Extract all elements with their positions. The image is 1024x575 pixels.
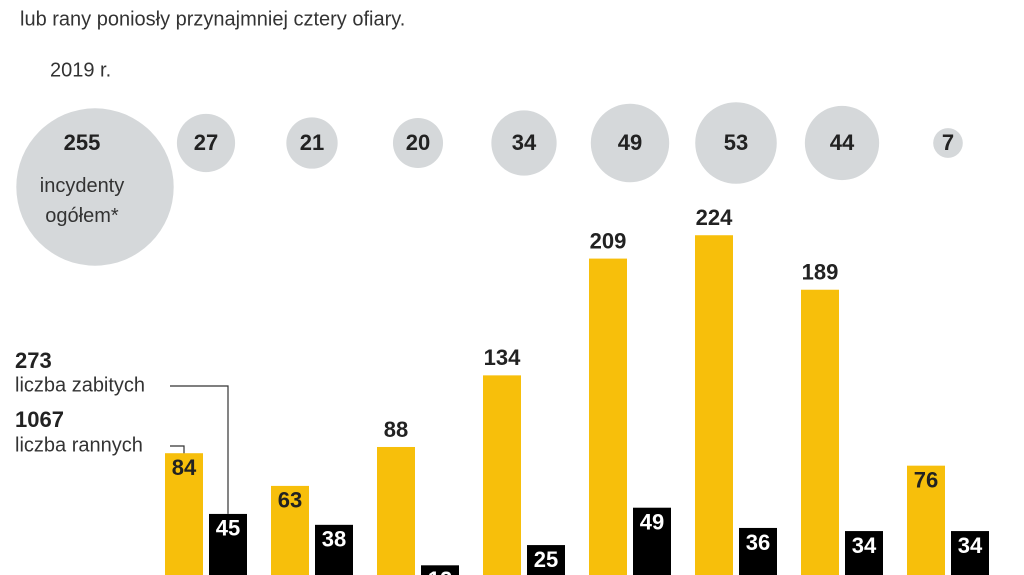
value-label: 45 (216, 516, 240, 541)
bar (739, 527, 777, 575)
value-label: 224 (696, 205, 733, 230)
incident-circle (392, 117, 444, 169)
value-label: 12 (428, 567, 452, 575)
value-label: 84 (172, 455, 197, 480)
legend-total: 1067 (15, 407, 64, 432)
total-circle (16, 108, 174, 266)
incident-value: 21 (300, 130, 324, 155)
bar (845, 531, 883, 575)
value-label: 38 (322, 527, 346, 552)
chart-title: lub rany poniosły przynajmniej cztery of… (20, 8, 405, 30)
bar (483, 375, 521, 575)
bar (907, 465, 945, 575)
value-label: 34 (958, 533, 983, 558)
value-label: 36 (746, 530, 770, 555)
value-label: 189 (802, 260, 839, 285)
incident-circle (804, 105, 880, 181)
bar (589, 258, 627, 575)
value-label: 63 (278, 488, 302, 513)
value-label: 134 (484, 345, 521, 370)
incident-circle (491, 110, 557, 176)
bar (951, 531, 989, 575)
incident-circle (286, 117, 338, 169)
value-label: 209 (590, 228, 627, 253)
value-label: 34 (852, 533, 877, 558)
legend-total: 273 (15, 348, 52, 373)
total-label: incydenty ogółem* (40, 175, 125, 227)
bar (209, 513, 247, 575)
incident-circle (695, 102, 777, 184)
incident-circle (176, 113, 236, 173)
leader-line (170, 445, 185, 454)
bar (165, 453, 203, 575)
bar (633, 507, 671, 575)
incident-value: 44 (830, 130, 855, 155)
legend-label: liczba zabitych (15, 374, 145, 396)
incident-value: 27 (194, 130, 218, 155)
bar (271, 485, 309, 575)
incident-value: 7 (942, 130, 954, 155)
leader-line (170, 385, 229, 514)
incident-value: 53 (724, 130, 748, 155)
incident-value: 34 (512, 130, 537, 155)
incident-value: 20 (406, 130, 430, 155)
bar (695, 235, 733, 575)
value-label: 88 (384, 417, 408, 442)
bar (801, 289, 839, 575)
total-value: 255 (64, 130, 101, 155)
legend-label: liczba rannych (15, 434, 143, 456)
chart-subtitle: 2019 r. (50, 59, 111, 81)
bar (315, 524, 353, 575)
incident-circle (933, 128, 963, 158)
bar (421, 565, 459, 575)
incident-value: 49 (618, 130, 642, 155)
bar (377, 446, 415, 575)
value-label: 76 (914, 467, 938, 492)
incident-circle (590, 103, 670, 183)
bar (527, 545, 565, 575)
value-label: 49 (640, 510, 664, 535)
value-label: 25 (534, 547, 558, 572)
